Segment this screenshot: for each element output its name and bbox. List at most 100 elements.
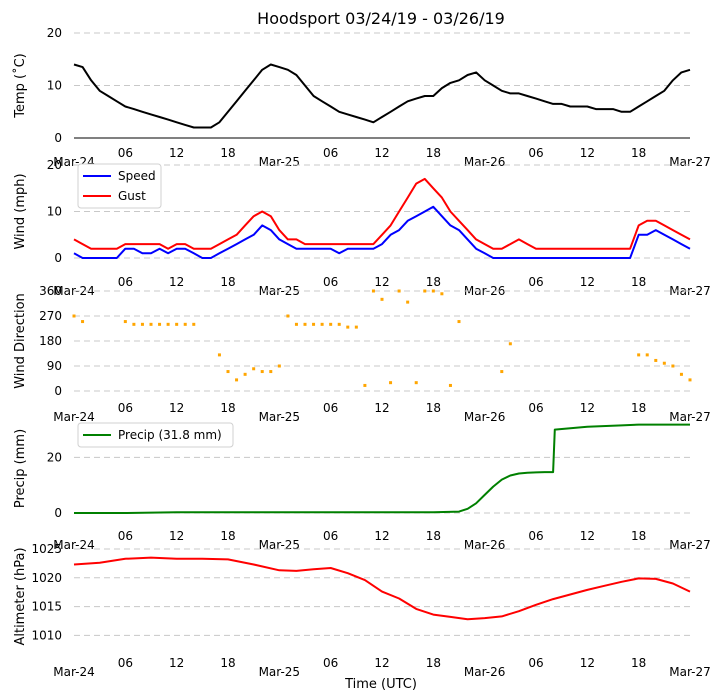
y-tick-label: 0 (54, 384, 62, 398)
x-tick-label: Mar-27 (669, 538, 710, 552)
legend-label: Precip (31.8 mm) (118, 428, 222, 442)
x-tick-label: Mar-25 (259, 410, 300, 424)
data-point (320, 322, 324, 326)
data-point (654, 358, 658, 362)
x-tick-label: 12 (374, 275, 389, 289)
data-point (158, 322, 162, 326)
y-tick-label: 20 (47, 26, 62, 40)
data-point (671, 364, 675, 368)
data-point (166, 322, 170, 326)
x-tick-label: Mar-26 (464, 410, 505, 424)
y-tick-label: 10 (47, 205, 62, 219)
x-tick-label: 12 (169, 529, 184, 543)
legend-label: Gust (118, 189, 146, 203)
x-tick-label: 18 (220, 656, 235, 670)
data-point (389, 381, 393, 385)
data-point (269, 370, 273, 374)
data-point (286, 314, 290, 318)
data-point (380, 297, 384, 301)
data-point (123, 320, 127, 324)
y-tick-label: 360 (39, 284, 62, 298)
x-tick-label: 12 (580, 529, 595, 543)
y-axis-label: Wind Direction (13, 293, 28, 389)
x-tick-label: 12 (580, 146, 595, 160)
y-axis-label: Altimeter (hPa) (13, 547, 28, 645)
data-point (226, 370, 230, 374)
data-point (423, 289, 427, 293)
chart-title: Hoodsport 03/24/19 - 03/26/19 (257, 9, 505, 28)
series-line-speed (73, 205, 691, 259)
x-tick-label: 12 (169, 656, 184, 670)
x-tick-label: 18 (631, 529, 646, 543)
x-tick-label: 12 (374, 401, 389, 415)
data-point (371, 289, 375, 293)
x-tick-label: 18 (220, 275, 235, 289)
x-tick-label: 12 (374, 529, 389, 543)
data-point (500, 370, 504, 374)
data-point (149, 322, 153, 326)
y-tick-label: 0 (54, 506, 62, 520)
y-axis-label: Precip (mm) (13, 429, 28, 508)
data-point (688, 378, 692, 382)
y-axis-label: Temp (˚C) (12, 53, 28, 119)
x-tick-label: Mar-27 (669, 665, 710, 679)
data-point (679, 372, 683, 376)
x-tick-label: 12 (374, 146, 389, 160)
data-point (294, 322, 298, 326)
data-point (645, 353, 649, 357)
x-tick-label: 06 (528, 275, 543, 289)
x-tick-label: 12 (580, 656, 595, 670)
series-line-temperature (73, 63, 691, 129)
x-tick-label: Mar-26 (464, 538, 505, 552)
data-point (448, 383, 452, 387)
data-point (192, 322, 196, 326)
y-tick-label: 20 (47, 450, 62, 464)
x-tick-label: 18 (426, 146, 441, 160)
x-tick-label: 06 (118, 275, 133, 289)
data-point (354, 325, 358, 329)
data-point (329, 322, 333, 326)
data-point (175, 322, 179, 326)
x-tick-label: 18 (426, 275, 441, 289)
x-tick-label: 18 (220, 529, 235, 543)
x-axis-label: Time (UTC) (344, 677, 417, 692)
x-tick-label: 18 (631, 656, 646, 670)
legend-label: Speed (118, 169, 156, 183)
data-point (662, 361, 666, 365)
series-line-precip-31-8-mm (74, 423, 690, 514)
x-tick-label: 12 (169, 146, 184, 160)
data-point (303, 322, 307, 326)
x-tick-label: 06 (118, 146, 133, 160)
legend-box (77, 422, 234, 448)
data-point (414, 381, 418, 385)
x-tick-label: 06 (323, 146, 338, 160)
x-tick-label: 06 (323, 401, 338, 415)
data-point (243, 372, 247, 376)
x-tick-label: Mar-25 (259, 155, 300, 169)
y-tick-label: 180 (39, 334, 62, 348)
data-point (260, 370, 264, 374)
series-line-altimeter (73, 556, 691, 621)
series-line-gust (73, 177, 691, 250)
data-point (277, 364, 281, 368)
x-tick-label: 18 (631, 401, 646, 415)
x-tick-label: 06 (528, 401, 543, 415)
x-tick-label: 12 (580, 275, 595, 289)
x-tick-label: 18 (426, 656, 441, 670)
y-tick-label: 1010 (31, 628, 62, 642)
y-tick-label: 90 (47, 359, 62, 373)
data-point (217, 353, 221, 357)
x-tick-label: 12 (580, 401, 595, 415)
data-point (431, 289, 435, 293)
x-tick-label: 06 (323, 275, 338, 289)
y-axis-label: Wind (mph) (13, 173, 28, 249)
x-tick-label: 06 (118, 401, 133, 415)
x-tick-label: 18 (631, 275, 646, 289)
x-tick-label: 06 (323, 656, 338, 670)
x-tick-label: Mar-24 (53, 665, 94, 679)
data-point (440, 292, 444, 296)
data-point (508, 342, 512, 346)
x-tick-label: 12 (169, 275, 184, 289)
